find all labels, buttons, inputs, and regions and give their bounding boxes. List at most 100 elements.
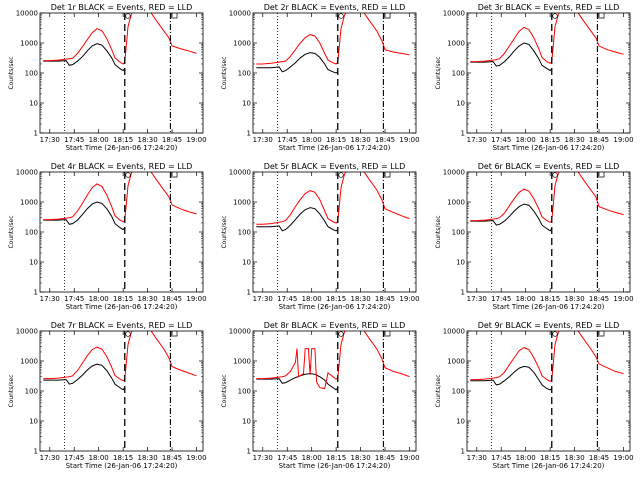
plot-frame xyxy=(466,12,631,134)
lld-series-line xyxy=(256,331,410,390)
detector-panel: Det 5r BLACK = Events, RED = LLD 17:30 17:… xyxy=(221,162,420,311)
y-tick-label: 10000 xyxy=(229,10,251,18)
x-tick-label: 17:30 xyxy=(253,136,273,144)
x-tick-label: 18:30 xyxy=(350,136,370,144)
x-tick-label: 18:45 xyxy=(375,136,395,144)
x-tick-label: 17:30 xyxy=(40,136,60,144)
y-tick-label: 100 xyxy=(25,229,38,237)
x-tick-label: 17:30 xyxy=(253,295,273,303)
x-axis-label: Start Time (26-Jan-06 17:24:20) xyxy=(66,462,178,470)
x-tick-label: 18:45 xyxy=(589,454,609,462)
y-tick-label: 1000 xyxy=(233,199,251,207)
x-axis-label: Start Time (26-Jan-06 17:24:20) xyxy=(493,462,605,470)
x-tick-label: 18:15 xyxy=(540,295,560,303)
x-tick-label: 17:45 xyxy=(491,136,511,144)
y-tick-label: 1000 xyxy=(233,358,251,366)
y-axis-label: Counts/sec xyxy=(435,374,442,407)
y-tick-label: 100 xyxy=(238,229,251,237)
y-tick-label: 100 xyxy=(238,70,251,78)
y-tick-label: 10000 xyxy=(229,169,251,177)
y-tick-label: 1 xyxy=(461,289,465,297)
panel-title: Det 8r BLACK = Events, RED = LLD xyxy=(264,321,406,330)
y-tick-label: 1 xyxy=(247,448,251,456)
y-tick-label: 100 xyxy=(452,70,465,78)
y-tick-label: 10 xyxy=(456,100,465,108)
y-tick-label: 10000 xyxy=(443,10,465,18)
y-tick-label: 10000 xyxy=(229,328,251,336)
plot-frame xyxy=(466,171,631,293)
x-tick-label: 17:30 xyxy=(40,454,60,462)
x-tick-label: 17:45 xyxy=(277,295,297,303)
y-tick-label: 100 xyxy=(238,388,251,396)
panel-title: Det 4r BLACK = Events, RED = LLD xyxy=(51,162,193,171)
y-tick-label: 10 xyxy=(456,418,465,426)
x-tick-label: 18:00 xyxy=(302,454,322,462)
y-tick-label: 1 xyxy=(461,448,465,456)
x-tick-label: 19:00 xyxy=(613,295,633,303)
detector-panel: Det 9r BLACK = Events, RED = LLD 17:30 17:… xyxy=(435,321,634,470)
y-tick-label: 100 xyxy=(25,388,38,396)
events-series-line xyxy=(43,43,126,72)
bracket-marker-icon xyxy=(170,13,178,19)
panel-title: Det 3r BLACK = Events, RED = LLD xyxy=(478,3,620,12)
y-axis-label: Counts/sec xyxy=(8,374,15,407)
x-axis-label: Start Time (26-Jan-06 17:24:20) xyxy=(493,303,605,311)
x-tick-label: 18:00 xyxy=(302,136,322,144)
x-tick-label: 17:30 xyxy=(253,454,273,462)
x-tick-label: 17:45 xyxy=(491,454,511,462)
y-tick-label: 10 xyxy=(242,418,251,426)
x-axis-label: Start Time (26-Jan-06 17:24:20) xyxy=(66,144,178,152)
panel-title: Det 9r BLACK = Events, RED = LLD xyxy=(478,321,620,330)
events-series-line xyxy=(43,201,126,231)
y-tick-label: 10 xyxy=(242,259,251,267)
plot-frame xyxy=(39,12,204,134)
x-axis-label: Start Time (26-Jan-06 17:24:20) xyxy=(66,303,178,311)
x-tick-label: 18:45 xyxy=(162,136,182,144)
circle-marker-icon xyxy=(338,331,344,337)
plot-frame xyxy=(252,171,417,293)
detector-panel: Det 1r BLACK = Events, RED = LLD 17:30 17:… xyxy=(8,3,207,152)
events-series-line xyxy=(470,203,553,232)
x-tick-label: 18:30 xyxy=(137,136,157,144)
circle-marker-icon xyxy=(125,172,131,178)
bracket-marker-icon xyxy=(597,172,605,178)
circle-marker-icon xyxy=(338,13,344,19)
y-tick-label: 1 xyxy=(34,130,38,138)
bracket-marker-icon xyxy=(170,331,178,337)
x-axis-label: Start Time (26-Jan-06 17:24:20) xyxy=(279,462,391,470)
panel-title: Det 2r BLACK = Events, RED = LLD xyxy=(264,3,406,12)
x-tick-label: 18:30 xyxy=(350,454,370,462)
x-tick-label: 18:15 xyxy=(326,295,346,303)
detector-panel: Det 7r BLACK = Events, RED = LLD 17:30 17:… xyxy=(8,321,207,470)
x-axis-label: Start Time (26-Jan-06 17:24:20) xyxy=(279,303,391,311)
x-tick-label: 18:45 xyxy=(589,136,609,144)
y-tick-label: 1 xyxy=(247,130,251,138)
y-tick-label: 10 xyxy=(242,100,251,108)
events-series-line xyxy=(43,363,126,391)
events-series-line xyxy=(256,373,339,391)
x-tick-label: 18:15 xyxy=(113,136,133,144)
detector-panel: Det 4r BLACK = Events, RED = LLD 17:30 17:… xyxy=(8,162,207,311)
x-tick-label: 17:45 xyxy=(64,136,84,144)
x-tick-label: 19:00 xyxy=(613,136,633,144)
circle-marker-icon xyxy=(125,13,131,19)
y-tick-label: 1 xyxy=(247,289,251,297)
circle-marker-icon xyxy=(338,172,344,178)
x-tick-label: 18:00 xyxy=(89,295,109,303)
detector-panel: Det 6r BLACK = Events, RED = LLD 17:30 17:… xyxy=(435,162,634,311)
y-axis-label: Counts/sec xyxy=(435,56,442,89)
detector-panel: Det 3r BLACK = Events, RED = LLD 17:30 17:… xyxy=(435,3,634,152)
x-tick-label: 19:00 xyxy=(399,295,419,303)
plot-frame xyxy=(39,330,204,452)
events-series-line xyxy=(470,42,553,72)
y-tick-label: 10 xyxy=(456,259,465,267)
x-tick-label: 17:30 xyxy=(467,454,487,462)
x-tick-label: 18:30 xyxy=(137,454,157,462)
bracket-marker-icon xyxy=(383,172,391,178)
x-tick-label: 19:00 xyxy=(399,454,419,462)
x-tick-label: 18:45 xyxy=(162,454,182,462)
lld-series-line xyxy=(43,331,197,382)
panel-title: Det 7r BLACK = Events, RED = LLD xyxy=(51,321,193,330)
x-tick-label: 18:15 xyxy=(113,295,133,303)
